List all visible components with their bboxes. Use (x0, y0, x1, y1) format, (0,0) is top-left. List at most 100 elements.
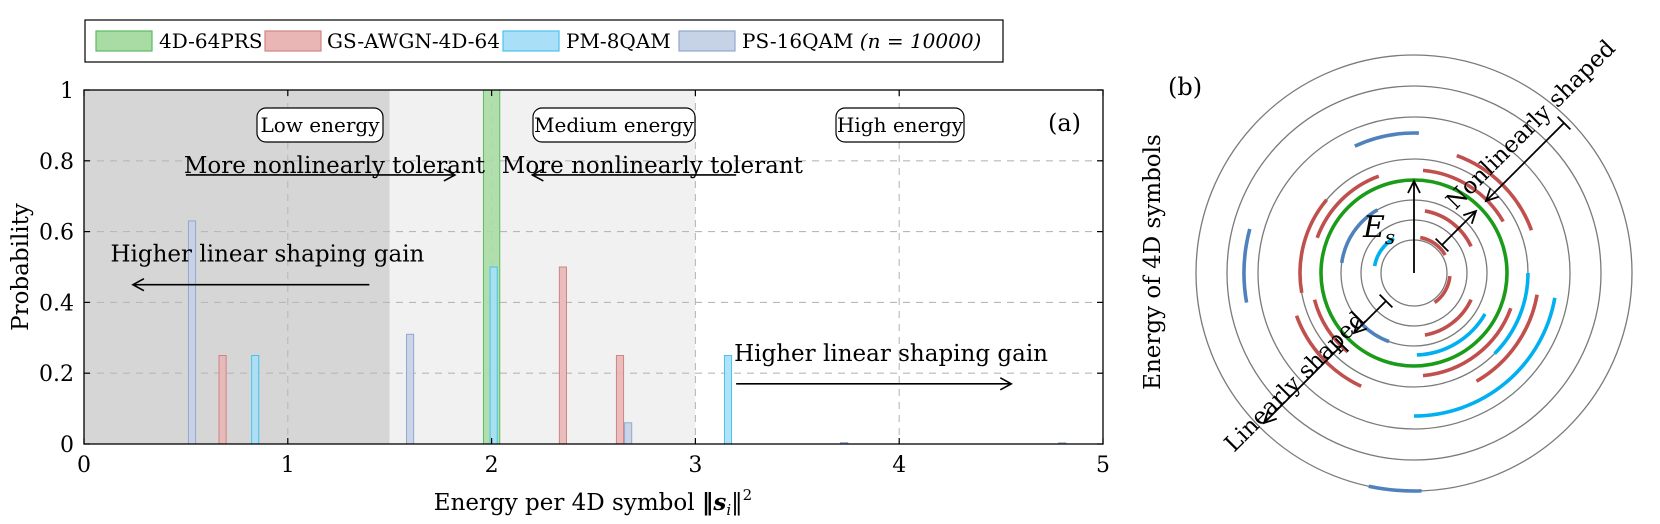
arc-ps16qam-0 (1339, 208, 1379, 264)
nonlinear-arrow-head (1484, 187, 1500, 203)
region-label-box-high-energy (835, 107, 965, 143)
arc-pm8qam-3 (1493, 272, 1530, 355)
inner-nonlinear-arrow-bar (1434, 237, 1450, 253)
arc-gsawgn-4 (1422, 168, 1505, 223)
arc-ps16qam-3 (1368, 484, 1422, 493)
inner-nonlinear-arrow (1441, 210, 1477, 246)
bar-ps-16qam-2 (624, 422, 633, 445)
es-label-sub: s (1385, 225, 1395, 249)
y-tick-label-1: 0.2 (39, 362, 74, 387)
legend-swatch-4d64prs (95, 30, 153, 52)
bars (187, 89, 1067, 445)
legend-label-ps16qam-name: PS-16QAM (742, 29, 853, 53)
nonlinear-arrow (1485, 122, 1565, 202)
linearly-shaped-label: Linearly shaped (1220, 307, 1371, 458)
region-label-box-low-energy (256, 107, 384, 143)
legend-label-ps16qam: PS-16QAM (n = 10000) (742, 29, 981, 53)
x-tick-label-4: 4 (892, 453, 906, 478)
region-label-low-energy: Low energy (260, 113, 380, 137)
inner-nonlinear-arrow-head (1462, 209, 1478, 225)
region-label-box-medium-energy (532, 107, 696, 143)
diagram-arrows (1262, 115, 1572, 425)
x-tick-label-0: 0 (77, 453, 91, 478)
y-tick-label-3: 0.6 (39, 221, 74, 246)
y-tick-label-4: 0.8 (39, 150, 74, 175)
arc-gsawgn-2 (1424, 209, 1473, 248)
linear-arrow-head (1262, 409, 1278, 425)
x-axis-title: Energy per 4D symbol ‖si‖2 (434, 486, 752, 519)
annotation-text-2: Higher linear shaping gain (110, 242, 424, 268)
arc-gsawgn-0 (1419, 235, 1447, 256)
legend-label-4d64prs: 4D-64PRS (159, 29, 263, 53)
panel-b-ring-diagram: (b) Energy of 4D symbols Es Nonlinearly … (1140, 35, 1633, 493)
es-label-main: E (1362, 210, 1385, 245)
panel-a-tag: (a) (1048, 109, 1081, 137)
shaping-arcs (1242, 131, 1557, 493)
region-medium-energy (389, 90, 696, 444)
panel-a-bar-chart: 0 1 2 3 4 5 0 0.2 0.4 0.6 0.8 1 Low energy Medium en… (8, 79, 1110, 519)
annotation-arrowhead-0 (443, 168, 457, 182)
x-tick-label-2: 2 (485, 453, 499, 478)
arc-ps16qam-2 (1242, 228, 1252, 303)
x-tick-label-3: 3 (688, 453, 702, 478)
arc-gsawgn-8 (1298, 198, 1329, 294)
arc-gsawgn-7 (1315, 174, 1380, 239)
legend: 4D-64PRS GS-AWGN-4D-64 PM-8QAM PS-16QAM … (84, 19, 1004, 63)
legend-label-pm8qam: PM-8QAM (566, 29, 671, 53)
es-arrow-head (1407, 178, 1421, 194)
region-label-high-energy: High energy (837, 113, 964, 137)
legend-swatch-ps16qam (678, 30, 736, 52)
x-tick-label-5: 5 (1096, 453, 1110, 478)
arc-gsawgn-11 (1294, 315, 1362, 388)
legend-label-gsawgn: GS-AWGN-4D-64 (327, 29, 500, 53)
inner-linear-arrow-head (1352, 319, 1368, 335)
bar-pm-8qam-0 (251, 355, 260, 445)
arc-pm8qam-0 (1372, 236, 1395, 267)
region-label-medium-energy: Medium energy (534, 113, 695, 137)
y-tick-label-5: 1 (60, 79, 74, 104)
inner-linear-arrow-bar (1378, 293, 1394, 309)
x-tick-label-1: 1 (281, 453, 295, 478)
legend-label-ps16qam-math: (n = 10000) (860, 29, 982, 53)
energy-regions (84, 90, 1103, 444)
legend-swatch-gsawgn (264, 30, 322, 52)
arc-pm8qam-1 (1416, 313, 1487, 357)
x-axis-title-math-sub: i (726, 501, 731, 519)
axis-ticks: 0 1 2 3 4 5 0 0.2 0.4 0.6 0.8 1 (39, 79, 1110, 478)
diagram-y-label: Energy of 4D symbols (1140, 134, 1166, 390)
bar-pm-8qam-1 (489, 266, 498, 445)
annotation-text-3: Higher linear shaping gain (734, 341, 1048, 367)
bar-ps-16qam-1 (406, 333, 415, 445)
linear-arrow-bar (1334, 337, 1350, 353)
x-axis-title-math-sup: 2 (743, 486, 753, 504)
annotations: More nonlinearly tolerant More nonlinearl… (110, 153, 1048, 391)
arc-pm8qam-2 (1413, 297, 1557, 418)
annotation-arrowhead-3 (999, 377, 1013, 391)
region-low-energy (84, 90, 390, 444)
arc-ps16qam-1 (1354, 131, 1419, 148)
y-axis-title: Probability (8, 203, 34, 331)
panel-b-tag: (b) (1168, 73, 1202, 101)
ring-5 (1257, 116, 1571, 430)
linear-arrow (1263, 344, 1343, 424)
y-tick-label-2: 0.4 (39, 291, 74, 316)
arc-ps16qam-4 (1361, 323, 1390, 344)
plot-frame (83, 89, 1104, 445)
x-axis-title-math-tail: ‖ (731, 490, 743, 516)
ring-6 (1226, 85, 1602, 461)
bar-gs-awgn-4d-64-1 (558, 266, 567, 445)
region-labels: Low energy Medium energy High energy (256, 107, 965, 143)
nonlinear-arrow-bar (1556, 115, 1572, 131)
bar-pm-8qam-2 (723, 355, 733, 445)
annotation-arrowhead-1 (530, 168, 544, 182)
annotation-arrowhead-2 (131, 277, 145, 292)
y-tick-label-0: 0 (60, 433, 74, 458)
arc-gsawgn-10 (1475, 294, 1539, 383)
x-axis-title-math: ‖s (702, 489, 727, 516)
arc-gsawgn-3 (1424, 298, 1473, 337)
arc-gsawgn-5 (1422, 307, 1513, 378)
es-label: Es (1362, 210, 1395, 249)
x-axis-title-text: Energy per 4D symbol (434, 490, 695, 516)
inner-linear-arrow (1353, 300, 1387, 334)
